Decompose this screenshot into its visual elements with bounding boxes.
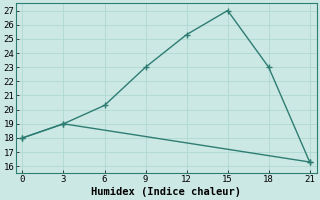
X-axis label: Humidex (Indice chaleur): Humidex (Indice chaleur) <box>91 186 241 197</box>
